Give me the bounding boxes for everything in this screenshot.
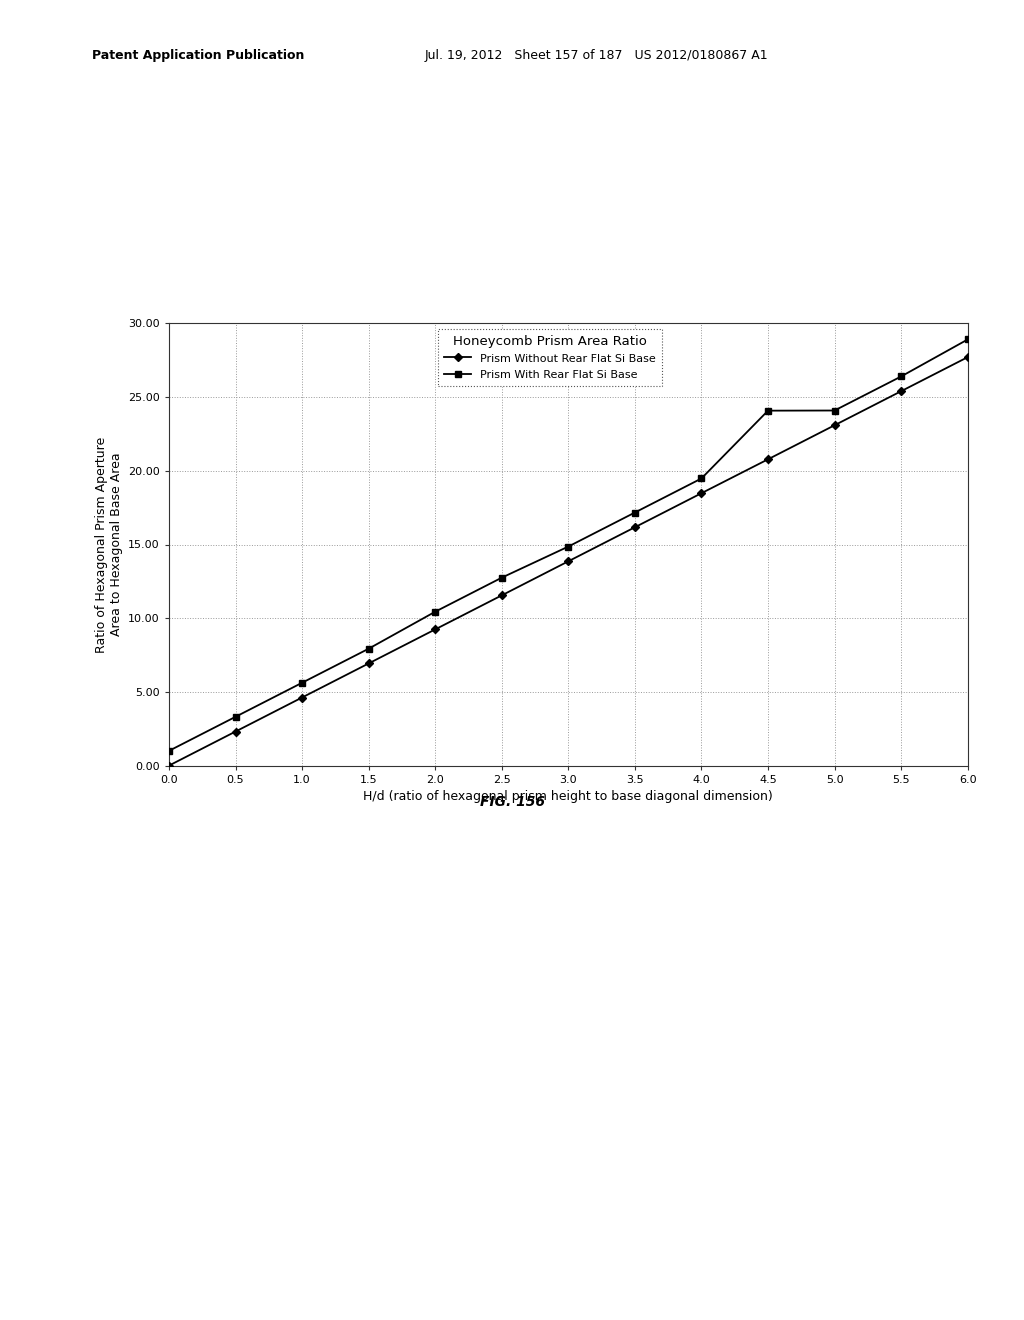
Y-axis label: Ratio of Hexagonal Prism Aperture
Area to Hexagonal Base Area: Ratio of Hexagonal Prism Aperture Area t… bbox=[94, 437, 123, 652]
Legend: Prism Without Rear Flat Si Base, Prism With Rear Flat Si Base: Prism Without Rear Flat Si Base, Prism W… bbox=[438, 329, 662, 385]
Prism With Rear Flat Si Base bbox=[562, 539, 574, 554]
Prism With Rear Flat Si Base bbox=[828, 403, 841, 418]
Prism Without Rear Flat Si Base bbox=[296, 689, 308, 705]
Prism Without Rear Flat Si Base bbox=[362, 656, 375, 672]
Prism With Rear Flat Si Base bbox=[962, 331, 974, 347]
Prism Without Rear Flat Si Base bbox=[229, 723, 242, 739]
Line: Prism Without Rear Flat Si Base: Prism Without Rear Flat Si Base bbox=[166, 354, 971, 768]
Prism With Rear Flat Si Base bbox=[296, 675, 308, 690]
Prism Without Rear Flat Si Base bbox=[496, 587, 508, 603]
Text: Jul. 19, 2012   Sheet 157 of 187   US 2012/0180867 A1: Jul. 19, 2012 Sheet 157 of 187 US 2012/0… bbox=[425, 49, 769, 62]
Prism Without Rear Flat Si Base bbox=[695, 486, 708, 502]
Prism Without Rear Flat Si Base bbox=[163, 758, 175, 774]
Prism Without Rear Flat Si Base bbox=[762, 451, 774, 467]
Text: FIG. 156: FIG. 156 bbox=[479, 795, 545, 809]
Prism Without Rear Flat Si Base bbox=[629, 519, 641, 535]
Prism Without Rear Flat Si Base bbox=[962, 350, 974, 366]
Prism With Rear Flat Si Base bbox=[695, 470, 708, 486]
Prism With Rear Flat Si Base bbox=[429, 603, 441, 619]
Line: Prism With Rear Flat Si Base: Prism With Rear Flat Si Base bbox=[166, 337, 971, 754]
Prism With Rear Flat Si Base bbox=[895, 368, 907, 384]
X-axis label: H/d (ratio of hexagonal prism height to base diagonal dimension): H/d (ratio of hexagonal prism height to … bbox=[364, 791, 773, 803]
Prism With Rear Flat Si Base bbox=[762, 403, 774, 418]
Prism With Rear Flat Si Base bbox=[163, 743, 175, 759]
Prism With Rear Flat Si Base bbox=[629, 504, 641, 520]
Prism Without Rear Flat Si Base bbox=[828, 417, 841, 433]
Prism With Rear Flat Si Base bbox=[229, 709, 242, 725]
Prism Without Rear Flat Si Base bbox=[895, 383, 907, 399]
Prism With Rear Flat Si Base bbox=[362, 640, 375, 656]
Prism Without Rear Flat Si Base bbox=[562, 553, 574, 569]
Text: Patent Application Publication: Patent Application Publication bbox=[92, 49, 304, 62]
Prism With Rear Flat Si Base bbox=[496, 570, 508, 586]
Prism Without Rear Flat Si Base bbox=[429, 622, 441, 638]
